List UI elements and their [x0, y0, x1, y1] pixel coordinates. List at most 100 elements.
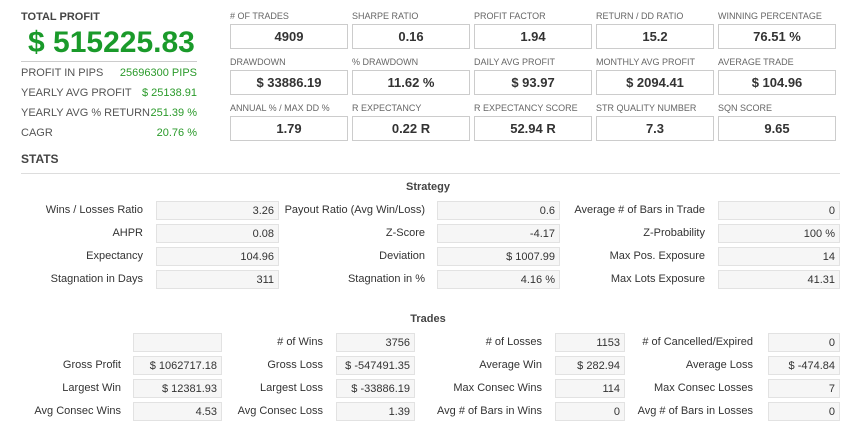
metric-label: R EXPECTANCY SCORE: [474, 103, 578, 113]
stat-value: $ 1007.99: [437, 247, 560, 266]
stat-value: 1153: [555, 333, 625, 352]
stat-value: 41.31: [718, 270, 840, 289]
metric-value: $ 104.96: [718, 70, 836, 95]
stats-title: STATS: [21, 152, 59, 166]
metric-label: R EXPECTANCY: [352, 103, 422, 113]
metric-card: PROFIT FACTOR 1.94: [474, 11, 592, 49]
stat-value: [133, 333, 222, 352]
stat-value: 0: [718, 201, 840, 220]
metric-label: RETURN / DD RATIO: [596, 11, 684, 21]
metric-label: WINNING PERCENTAGE: [718, 11, 822, 21]
metric-card: ANNUAL % / MAX DD % 1.79: [230, 103, 348, 141]
stat-label: Largest Win: [62, 382, 121, 394]
stat-label: Deviation: [379, 250, 425, 262]
stat-label: Payout Ratio (Avg Win/Loss): [284, 204, 425, 216]
stat-label: Max Pos. Exposure: [609, 250, 705, 262]
metric-label: AVERAGE TRADE: [718, 57, 794, 67]
metric-card: MONTHLY AVG PROFIT $ 2094.41: [596, 57, 714, 95]
metric-card: % DRAWDOWN 11.62 %: [352, 57, 470, 95]
stat-value: $ 282.94: [555, 356, 625, 375]
summary-row: CAGR 20.76 %: [21, 127, 197, 139]
stat-value: $ 12381.93: [133, 379, 222, 398]
metric-label: PROFIT FACTOR: [474, 11, 546, 21]
total-profit-value: $ 515225.83: [28, 26, 195, 59]
metric-label: STR QUALITY NUMBER: [596, 103, 697, 113]
summary-row: PROFIT IN PIPS 25696300 PIPS: [21, 67, 197, 79]
stat-value: 100 %: [718, 224, 840, 243]
stat-label: # of Losses: [485, 336, 542, 348]
stat-value: 1.39: [336, 402, 415, 421]
stat-label: Max Consec Wins: [453, 382, 542, 394]
stat-label: Stagnation in %: [347, 273, 425, 285]
stat-value: 4.53: [133, 402, 222, 421]
metric-card: DAILY AVG PROFIT $ 93.97: [474, 57, 592, 95]
summary-label: PROFIT IN PIPS: [21, 67, 104, 79]
stat-label: Z-Score: [385, 227, 425, 239]
metric-value: 0.16: [352, 24, 470, 49]
metric-label: SHARPE RATIO: [352, 11, 419, 21]
metric-label: SQN SCORE: [718, 103, 773, 113]
metric-value: 52.94 R: [474, 116, 592, 141]
stat-value: -4.17: [437, 224, 560, 243]
stat-value: 3.26: [156, 201, 279, 220]
stat-label: # of Cancelled/Expired: [642, 336, 753, 348]
summary-value: 25696300 PIPS: [119, 67, 197, 79]
metric-card: STR QUALITY NUMBER 7.3: [596, 103, 714, 141]
metric-card: R EXPECTANCY SCORE 52.94 R: [474, 103, 592, 141]
stat-label: AHPR: [112, 227, 143, 239]
stat-value: 3756: [336, 333, 415, 352]
metric-card: SQN SCORE 9.65: [718, 103, 836, 141]
stat-value: 14: [718, 247, 840, 266]
stat-label: Avg Consec Wins: [34, 405, 121, 417]
metric-value: 9.65: [718, 116, 836, 141]
stat-label: Gross Loss: [267, 359, 323, 371]
stat-label: Max Consec Losses: [653, 382, 753, 394]
summary-label: YEARLY AVG PROFIT: [21, 87, 132, 99]
summary-label: YEARLY AVG % RETURN: [21, 107, 150, 119]
stat-value: 0: [555, 402, 625, 421]
metric-value: $ 93.97: [474, 70, 592, 95]
metric-card: AVERAGE TRADE $ 104.96: [718, 57, 836, 95]
metric-value: $ 2094.41: [596, 70, 714, 95]
stat-label: Wins / Losses Ratio: [45, 204, 143, 216]
summary-label: CAGR: [21, 127, 53, 139]
metric-card: SHARPE RATIO 0.16: [352, 11, 470, 49]
stat-label: Avg # of Bars in Wins: [437, 405, 542, 417]
metric-label: DAILY AVG PROFIT: [474, 57, 556, 67]
stat-value: 0.08: [156, 224, 279, 243]
stat-label: Average Win: [479, 359, 542, 371]
summary-row: YEARLY AVG % RETURN 251.39 %: [21, 107, 197, 119]
metric-card: RETURN / DD RATIO 15.2: [596, 11, 714, 49]
metric-value: 1.79: [230, 116, 348, 141]
divider: [21, 173, 840, 174]
total-profit-label: TOTAL PROFIT: [21, 11, 100, 23]
stat-value: 104.96: [156, 247, 279, 266]
stat-label: Avg Consec Loss: [237, 405, 323, 417]
summary-value: $ 25138.91: [141, 87, 197, 99]
stat-label: Average Loss: [685, 359, 753, 371]
metric-label: % DRAWDOWN: [352, 57, 419, 67]
metric-label: DRAWDOWN: [230, 57, 286, 67]
stat-value: $ -474.84: [768, 356, 840, 375]
stat-label: Expectancy: [86, 250, 143, 262]
stat-value: 0.6: [437, 201, 560, 220]
stat-value: 311: [156, 270, 279, 289]
stat-label: Gross Profit: [62, 359, 121, 371]
metric-value: 1.94: [474, 24, 592, 49]
metric-value: 76.51 %: [718, 24, 836, 49]
metric-value: 7.3: [596, 116, 714, 141]
metric-value: $ 33886.19: [230, 70, 348, 95]
stat-value: 0: [768, 333, 840, 352]
stat-label: Stagnation in Days: [50, 273, 143, 285]
summary-row: YEARLY AVG PROFIT $ 25138.91: [21, 87, 197, 99]
stat-value: 114: [555, 379, 625, 398]
stat-value: $ -33886.19: [336, 379, 415, 398]
stat-label: Z-Probability: [643, 227, 705, 239]
summary-value: 251.39 %: [150, 107, 197, 119]
stat-label: Avg # of Bars in Losses: [637, 405, 753, 417]
stat-label: # of Wins: [277, 336, 323, 348]
metric-card: WINNING PERCENTAGE 76.51 %: [718, 11, 836, 49]
metric-value: 4909: [230, 24, 348, 49]
summary-value: 20.76 %: [156, 127, 197, 139]
stat-label: Average # of Bars in Trade: [574, 204, 705, 216]
